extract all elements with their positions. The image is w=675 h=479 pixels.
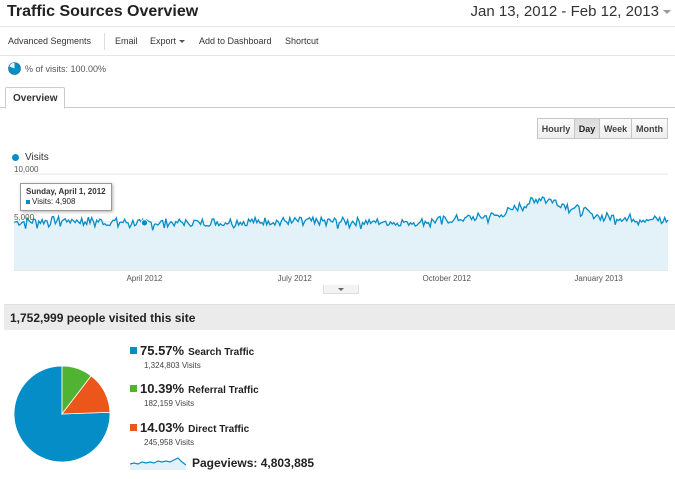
x-tick-label: July 2012 xyxy=(278,274,313,283)
chart-expand-handle[interactable] xyxy=(323,285,359,294)
pageviews-label: Pageviews: 4,803,885 xyxy=(192,456,315,470)
tab-bar: Overview xyxy=(0,87,675,109)
referral-swatch xyxy=(130,385,137,392)
visits-series-dot xyxy=(12,154,19,161)
page-title: Traffic Sources Overview xyxy=(7,3,199,20)
chart-tooltip: Sunday, April 1, 2012 Visits: 4,908 xyxy=(20,183,112,211)
segment-label: % of visits: 100.00% xyxy=(25,63,107,74)
hover-point[interactable] xyxy=(140,219,149,227)
pie-slice-direct[interactable] xyxy=(61,375,111,415)
visits-series-label[interactable]: Visits xyxy=(25,152,49,163)
referral-pct: 10.39% xyxy=(140,381,185,396)
advanced-segments-button[interactable]: Advanced Segments xyxy=(8,36,92,46)
toolbar-divider xyxy=(104,33,105,50)
direct-pct: 14.03% xyxy=(140,420,185,435)
tab-overview[interactable]: Overview xyxy=(5,87,66,109)
search-swatch xyxy=(130,347,137,354)
tooltip-value: Visits: 4,908 xyxy=(32,197,76,206)
visits-line xyxy=(14,196,669,231)
series-square-icon xyxy=(26,199,30,204)
month-button[interactable]: Month xyxy=(631,118,668,139)
visitors-headline: 1,752,999 people visited this site xyxy=(10,310,196,325)
chevron-down-icon xyxy=(663,10,671,14)
direct-swatch xyxy=(130,424,137,431)
tooltip-date: Sunday, April 1, 2012 xyxy=(26,187,106,196)
chart-legend: Visits xyxy=(12,152,49,163)
x-tick-label: January 2013 xyxy=(574,274,623,283)
source-row-search: 75.57% Search Traffic 1,324,803 Visits xyxy=(130,343,254,370)
segment-pie-icon xyxy=(8,62,21,75)
search-name[interactable]: Search Traffic xyxy=(188,347,255,358)
add-to-dashboard-button[interactable]: Add to Dashboard xyxy=(199,36,272,46)
search-visits: 1,324,803 Visits xyxy=(144,361,201,370)
hourly-button[interactable]: Hourly xyxy=(537,118,575,139)
x-tick-label: October 2012 xyxy=(422,274,471,283)
pageviews-row: Pageviews: 4,803,885 xyxy=(130,456,314,470)
visits-area xyxy=(14,197,668,270)
chart-granularity-selector: Hourly Day Week Month xyxy=(537,118,668,139)
day-button[interactable]: Day xyxy=(574,118,600,139)
segment-indicator: % of visits: 100.00% xyxy=(8,62,106,75)
chevron-down-icon xyxy=(338,287,344,291)
source-row-direct: 14.03% Direct Traffic 245,958 Visits xyxy=(130,420,249,447)
date-range-picker[interactable]: Jan 13, 2012 - Feb 12, 2013 xyxy=(471,0,671,22)
email-button[interactable]: Email xyxy=(115,36,138,46)
week-button[interactable]: Week xyxy=(599,118,632,139)
shortcut-button[interactable]: Shortcut xyxy=(285,36,319,46)
x-tick-label: April 2012 xyxy=(126,274,163,283)
direct-name[interactable]: Direct Traffic xyxy=(188,424,250,435)
traffic-pie-chart[interactable] xyxy=(12,364,112,464)
visits-chart[interactable]: 10,000 5,000 April 2012 July 2012 Octobe… xyxy=(0,165,675,287)
export-label: Export xyxy=(150,36,177,46)
tooltip-value-row: Visits: 4,908 xyxy=(26,197,106,207)
visitors-summary-bar: 1,752,999 people visited this site xyxy=(4,304,675,330)
pageviews-sparkline xyxy=(130,457,186,470)
y-tick-label: 10,000 xyxy=(14,165,39,174)
source-row-referral: 10.39% Referral Traffic 182,159 Visits xyxy=(130,381,259,408)
report-toolbar: Advanced Segments Email Export Add to Da… xyxy=(0,26,675,56)
chevron-down-icon xyxy=(179,40,186,44)
y-tick-label: 5,000 xyxy=(14,213,35,222)
date-range-label: Jan 13, 2012 - Feb 12, 2013 xyxy=(470,2,659,20)
referral-name[interactable]: Referral Traffic xyxy=(188,385,259,396)
referral-visits: 182,159 Visits xyxy=(144,399,195,408)
direct-visits: 245,958 Visits xyxy=(144,438,195,447)
export-button[interactable]: Export xyxy=(150,36,186,46)
search-pct: 75.57% xyxy=(140,343,185,358)
